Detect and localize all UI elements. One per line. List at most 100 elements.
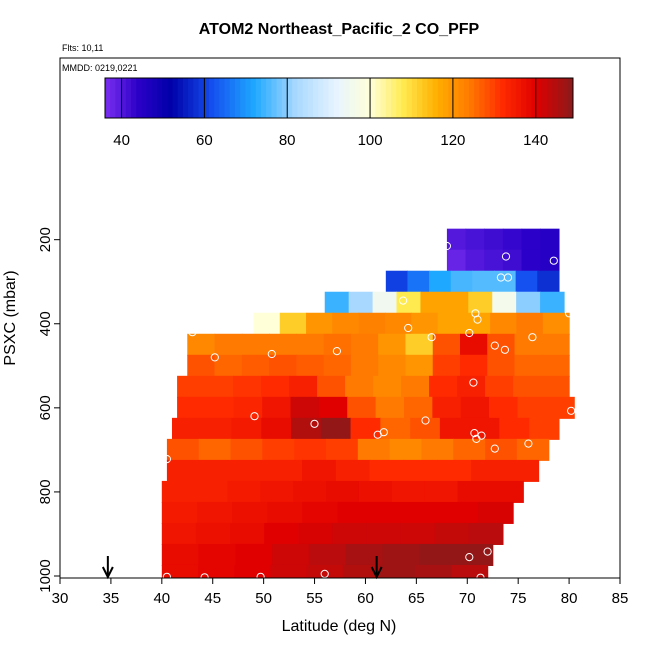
heatmap-cell xyxy=(545,396,575,419)
heatmap-cell xyxy=(460,354,488,377)
x-tick-label: 85 xyxy=(612,590,629,607)
colorbar-swatch xyxy=(453,78,460,118)
sample-marker xyxy=(250,412,259,421)
heatmap-cell xyxy=(513,375,542,398)
colorbar-swatch xyxy=(396,78,402,118)
heatmap-cell xyxy=(293,480,327,503)
heatmap-cell xyxy=(241,354,270,377)
colorbar-swatch xyxy=(151,78,158,118)
heatmap-cell xyxy=(389,438,423,461)
heatmap-cell xyxy=(324,291,350,314)
heatmap-cell xyxy=(502,228,523,251)
chart-title: ATOM2 Northeast_Pacific_2 CO_PFP xyxy=(199,21,480,38)
heatmap-cell xyxy=(465,228,485,251)
sample-marker xyxy=(549,256,558,265)
heatmap-cell xyxy=(337,501,374,524)
sample-marker xyxy=(565,309,574,318)
heatmap-cell xyxy=(289,375,318,398)
heatmap-cell xyxy=(177,375,206,398)
colorbar-swatch xyxy=(141,78,148,118)
heatmap-cell xyxy=(323,333,352,356)
heatmap-cells xyxy=(161,228,575,578)
heatmap-cell xyxy=(407,270,430,293)
heatmap-cell xyxy=(484,249,504,272)
heatmap-cell xyxy=(161,522,197,545)
colorbar-swatch xyxy=(489,78,496,118)
heatmap-cell xyxy=(540,291,565,314)
heatmap-cell xyxy=(198,564,235,578)
heatmap-cell xyxy=(453,438,486,461)
heatmap-cell xyxy=(378,333,407,356)
heatmap-cell xyxy=(375,396,405,419)
colorbar-swatch xyxy=(287,78,293,118)
heatmap-cell xyxy=(403,459,438,482)
colorbar-swatch xyxy=(521,78,527,118)
sample-marker xyxy=(473,315,482,324)
heatmap-cell xyxy=(379,564,416,578)
colorbar-swatch xyxy=(458,78,465,118)
heatmap-cell xyxy=(401,375,430,398)
colorbar-swatch xyxy=(531,78,538,118)
heatmap-cell xyxy=(369,459,405,482)
heatmap-cell xyxy=(468,522,504,545)
heatmap-cell xyxy=(457,480,492,503)
heatmap-cell xyxy=(391,480,426,503)
heatmap-cell xyxy=(432,333,461,356)
colorbar-swatch xyxy=(146,78,153,118)
heatmap-cell xyxy=(345,375,374,398)
colorbar-swatch xyxy=(203,78,210,118)
heatmap-cell xyxy=(405,333,434,356)
colorbar-swatch xyxy=(463,78,470,118)
heatmap-cell xyxy=(187,354,216,377)
colorbar-swatch xyxy=(229,78,236,118)
colorbar-swatch xyxy=(443,78,449,118)
colorbar-swatch xyxy=(567,78,574,118)
sample-marker xyxy=(524,439,533,448)
heatmap-cell xyxy=(372,291,398,314)
sample-marker xyxy=(501,252,511,261)
heatmap-cell xyxy=(484,228,504,251)
sample-marker xyxy=(256,572,265,578)
sample-marker xyxy=(500,345,509,354)
heatmap-cell xyxy=(499,417,530,440)
colorbar-swatch xyxy=(354,78,361,118)
heatmap-cell xyxy=(234,564,272,578)
heatmap-cell xyxy=(446,228,467,251)
colorbar-swatch xyxy=(193,78,200,118)
heatmap-cell xyxy=(446,249,467,272)
colorbar-swatch xyxy=(157,78,163,118)
colorbar-swatch xyxy=(110,78,116,118)
heatmap-cell xyxy=(516,291,541,314)
heatmap-cell xyxy=(261,375,290,398)
sample-marker xyxy=(404,323,413,333)
heatmap-cell xyxy=(279,312,307,335)
heatmap-cell xyxy=(241,333,270,356)
colorbar-swatch xyxy=(370,78,376,118)
colorbar-swatch xyxy=(339,78,345,118)
heatmap-cell xyxy=(323,354,352,377)
heatmap-cell xyxy=(161,480,196,503)
heatmap-cell xyxy=(342,564,380,578)
colorbar-swatch xyxy=(375,78,382,118)
x-tick-label: 60 xyxy=(357,590,374,607)
colorbar: 40 60 80 100 120 140 xyxy=(104,77,574,149)
heatmap-cell xyxy=(187,333,216,356)
flight-arrow xyxy=(370,556,383,580)
heatmap-cell xyxy=(234,459,269,482)
colorbar-swatch xyxy=(198,78,205,118)
colorbar-swatch xyxy=(162,78,168,118)
sample-marker xyxy=(427,333,436,342)
heatmap-cell xyxy=(485,375,514,398)
heatmap-cell xyxy=(230,438,263,461)
heatmap-cell xyxy=(302,459,337,482)
colorbar-swatch xyxy=(391,78,397,118)
heatmap-cell xyxy=(470,459,506,482)
sample-marker xyxy=(442,241,451,251)
sample-marker xyxy=(332,347,341,356)
heatmap-cell xyxy=(231,417,262,440)
colorbar-swatch xyxy=(427,78,434,118)
heatmap-cell xyxy=(348,291,374,314)
colorbar-swatch xyxy=(281,78,288,118)
heatmap-cell xyxy=(366,522,402,545)
heatmap-cell xyxy=(373,375,402,398)
